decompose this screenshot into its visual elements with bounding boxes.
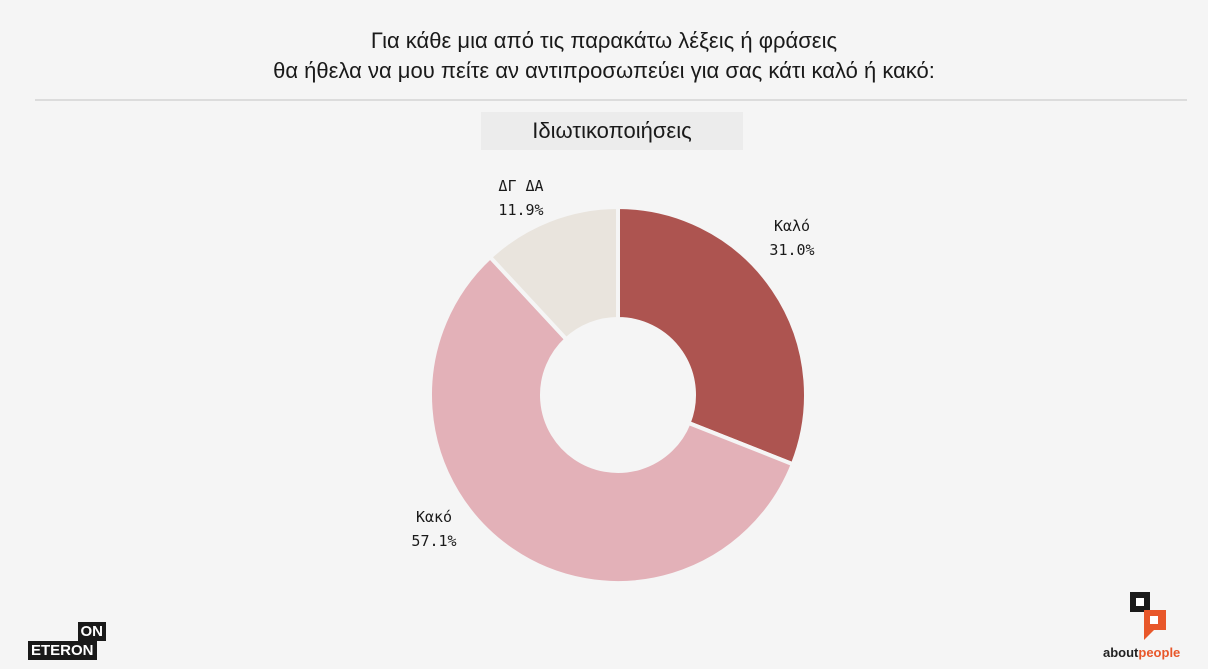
chart-title: Ιδιωτικοποιήσεις xyxy=(481,112,743,150)
header-line-1: Για κάθε μια από τις παρακάτω λέξεις ή φ… xyxy=(370,28,838,53)
eteron-logo-on: ON xyxy=(77,622,106,641)
slice-label-3: ΔΓ ΔΑ xyxy=(498,177,543,195)
slice-label-2: Κακό xyxy=(416,508,452,526)
header-divider xyxy=(35,99,1187,101)
aboutpeople-icon-orange-tail xyxy=(1144,630,1154,640)
eteron-logo: ON ETERON xyxy=(28,622,108,660)
donut-slice-2 xyxy=(428,254,796,585)
slice-label-1: Καλό xyxy=(774,217,810,235)
aboutpeople-icon-dark-hole xyxy=(1136,598,1144,606)
aboutpeople-icon-orange-hole xyxy=(1150,616,1158,624)
chart-header: Για κάθε μια από τις παρακάτω λέξεις ή φ… xyxy=(0,26,1208,86)
eteron-logo-eteron: ETERON xyxy=(28,641,97,660)
aboutpeople-logo: aboutpeople xyxy=(1100,590,1200,662)
aboutpeople-wordmark: aboutpeople xyxy=(1103,645,1180,660)
slice-value-1: 31.0% xyxy=(769,241,814,259)
donut-slice-1 xyxy=(616,204,808,467)
aboutpeople-wordmark-about: about xyxy=(1103,645,1139,660)
donut-slice-3 xyxy=(487,204,620,343)
slice-value-2: 57.1% xyxy=(411,532,456,550)
slice-value-3: 11.9% xyxy=(498,201,543,219)
header-line-2: θα ήθελα να μου πείτε αν αντιπροσωπεύει … xyxy=(273,58,935,83)
aboutpeople-wordmark-people: people xyxy=(1138,645,1181,660)
aboutpeople-icon xyxy=(1130,592,1166,640)
